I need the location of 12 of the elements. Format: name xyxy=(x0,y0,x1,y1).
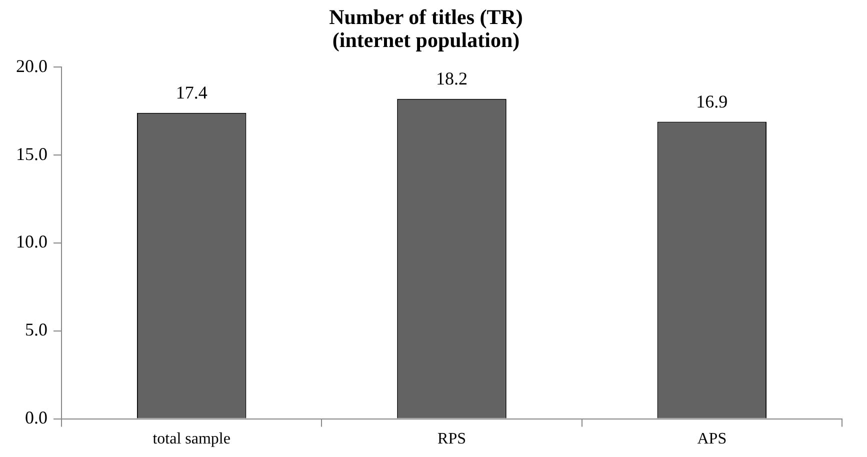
data-label: 17.4 xyxy=(176,82,208,103)
chart-title: Number of titles (TR) (internet population) xyxy=(329,4,523,52)
x-tick-label: total sample xyxy=(152,430,230,448)
y-tick-label: 20.0 xyxy=(16,56,48,76)
data-label: 18.2 xyxy=(436,68,468,89)
y-tick-label: 0.0 xyxy=(25,408,48,428)
data-label: 16.9 xyxy=(696,91,728,112)
y-tick-label: 5.0 xyxy=(25,320,48,340)
x-tick-label: RPS xyxy=(438,430,466,448)
y-tick-label: 15.0 xyxy=(16,144,48,164)
y-tick-label: 10.0 xyxy=(16,232,48,252)
x-tick-label: APS xyxy=(697,430,727,448)
